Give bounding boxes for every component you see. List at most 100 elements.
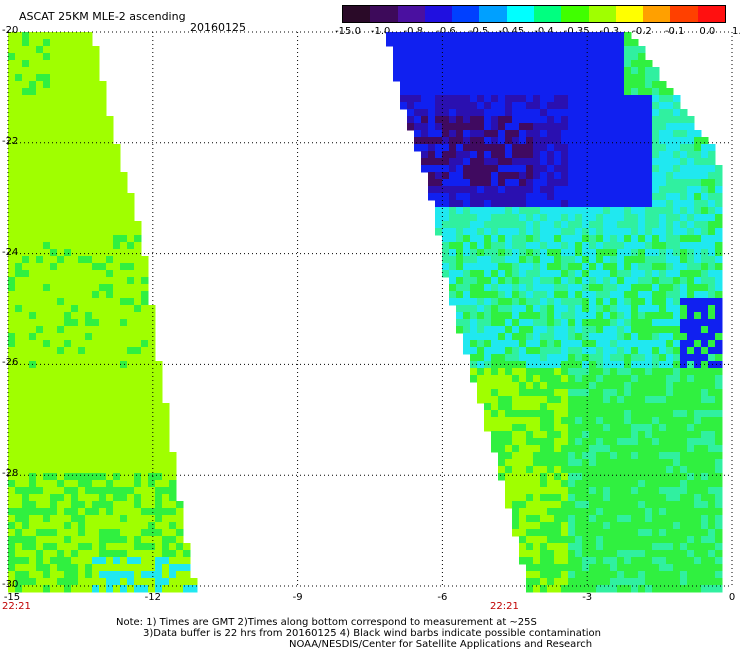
- swath-cell: [610, 116, 618, 124]
- swath-cell: [491, 137, 499, 145]
- swath-cell: [526, 46, 534, 54]
- swath-cell: [631, 571, 639, 579]
- swath-cell: [113, 256, 121, 264]
- swath-cell: [589, 473, 597, 481]
- swath-cell: [78, 158, 86, 166]
- swath-cell: [575, 284, 583, 292]
- swath-cell: [463, 165, 471, 173]
- swath-cell: [673, 221, 681, 229]
- swath-cell: [582, 312, 590, 320]
- swath-cell: [540, 256, 548, 264]
- swath-cell: [92, 403, 100, 411]
- swath-cell: [43, 95, 51, 103]
- swath-cell: [652, 438, 660, 446]
- swath-cell: [582, 60, 590, 68]
- swath-cell: [512, 340, 520, 348]
- swath-cell: [85, 389, 93, 397]
- swath-cell: [407, 39, 415, 47]
- swath-cell: [92, 123, 100, 131]
- swath-cell: [120, 382, 128, 390]
- swath-cell: [22, 137, 30, 145]
- swath-cell: [708, 543, 716, 551]
- swath-cell: [582, 340, 590, 348]
- swath-cell: [666, 578, 674, 586]
- swath-cell: [561, 207, 569, 215]
- swath-cell: [666, 452, 674, 460]
- swath-cell: [575, 487, 583, 495]
- swath-cell: [680, 214, 688, 222]
- colorbar-tick-label: -0.45: [498, 26, 525, 37]
- swath-cell: [43, 459, 51, 467]
- swath-cell: [554, 515, 562, 523]
- swath-cell: [575, 60, 583, 68]
- swath-cell: [610, 501, 618, 509]
- swath-cell: [134, 480, 142, 488]
- swath-cell: [638, 172, 646, 180]
- swath-cell: [155, 508, 163, 516]
- swath-cell: [659, 375, 667, 383]
- swath-cell: [708, 480, 716, 488]
- swath-cell: [428, 109, 436, 117]
- swath-cell: [680, 263, 688, 271]
- swath-cell: [127, 445, 135, 453]
- swath-cell: [477, 109, 485, 117]
- swath-cell: [78, 298, 86, 306]
- swath-cell: [449, 186, 457, 194]
- swath-cell: [512, 312, 520, 320]
- swath-cell: [470, 32, 478, 40]
- swath-cell: [631, 508, 639, 516]
- swath-cell: [29, 515, 37, 523]
- swath-cell: [512, 88, 520, 96]
- swath-cell: [701, 487, 709, 495]
- swath-cell: [652, 340, 660, 348]
- swath-cell: [582, 102, 590, 110]
- swath-cell: [631, 312, 639, 320]
- swath-cell: [463, 312, 471, 320]
- swath-cell: [652, 473, 660, 481]
- swath-cell: [71, 340, 79, 348]
- swath-cell: [120, 494, 128, 502]
- swath-cell: [687, 263, 695, 271]
- swath-cell: [624, 347, 632, 355]
- swath-cell: [36, 354, 44, 362]
- swath-cell: [701, 389, 709, 397]
- swath-cell: [554, 249, 562, 257]
- swath-cell: [22, 81, 30, 89]
- swath-cell: [43, 543, 51, 551]
- swath-cell: [512, 263, 520, 271]
- swath-cell: [134, 361, 142, 369]
- swath-cell: [120, 445, 128, 453]
- swath-cell: [15, 354, 23, 362]
- swath-cell: [491, 375, 499, 383]
- swath-cell: [435, 53, 443, 61]
- swath-cell: [540, 417, 548, 425]
- swath-cell: [610, 522, 618, 530]
- swath-cell: [582, 67, 590, 75]
- swath-cell: [120, 326, 128, 334]
- swath-cell: [8, 361, 16, 369]
- swath-cell: [589, 263, 597, 271]
- swath-cell: [673, 410, 681, 418]
- swath-cell: [533, 53, 541, 61]
- swath-cell: [134, 557, 142, 565]
- swath-cell: [540, 487, 548, 495]
- swath-cell: [582, 466, 590, 474]
- swath-cell: [71, 459, 79, 467]
- swath-cell: [505, 74, 513, 82]
- swath-cell: [519, 480, 527, 488]
- swath-cell: [22, 60, 30, 68]
- swath-cell: [477, 193, 485, 201]
- swath-cell: [617, 95, 625, 103]
- swath-cell: [8, 347, 16, 355]
- swath-cell: [22, 382, 30, 390]
- swath-cell: [547, 438, 555, 446]
- swath-cell: [127, 200, 135, 208]
- swath-cell: [687, 501, 695, 509]
- swath-cell: [29, 256, 37, 264]
- swath-cell: [687, 235, 695, 243]
- swath-cell: [15, 81, 23, 89]
- swath-cell: [547, 214, 555, 222]
- swath-cell: [85, 95, 93, 103]
- swath-cell: [64, 389, 72, 397]
- swath-cell: [106, 494, 114, 502]
